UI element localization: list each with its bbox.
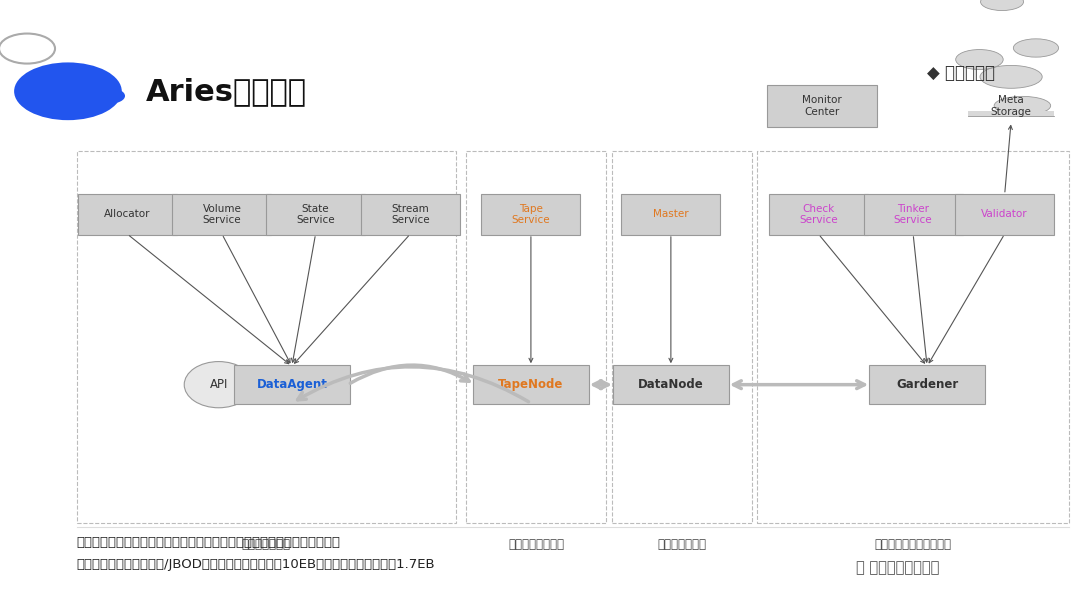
Text: 架构特点：微服务化、超大规模、多模型集成、多介质支持、面向故障设计: 架构特点：微服务化、超大规模、多模型集成、多介质支持、面向故障设计 — [77, 536, 340, 549]
FancyBboxPatch shape — [955, 194, 1054, 235]
Text: TapeNode: TapeNode — [498, 378, 564, 391]
FancyBboxPatch shape — [78, 194, 177, 235]
Text: Check
Service: Check Service — [799, 203, 838, 225]
Text: Monitor
Center: Monitor Center — [801, 95, 841, 117]
Text: 🐾 百度智能云技术站: 🐾 百度智能云技术站 — [856, 560, 940, 575]
FancyBboxPatch shape — [968, 111, 1054, 117]
Text: Gardener: Gardener — [896, 378, 958, 391]
FancyBboxPatch shape — [612, 365, 729, 404]
FancyBboxPatch shape — [769, 194, 868, 235]
Circle shape — [97, 89, 125, 103]
Text: DataNode: DataNode — [638, 378, 704, 391]
FancyBboxPatch shape — [173, 194, 271, 235]
FancyBboxPatch shape — [864, 194, 962, 235]
Text: Meta
Storage: Meta Storage — [990, 95, 1031, 117]
Ellipse shape — [185, 362, 253, 408]
Text: 修复、校验与清理子系统: 修复、校验与清理子系统 — [875, 538, 951, 551]
Circle shape — [14, 63, 122, 120]
Text: State
Service: State Service — [296, 203, 335, 225]
Text: 磁带库存储子系统: 磁带库存储子系统 — [509, 538, 564, 551]
FancyBboxPatch shape — [767, 85, 877, 126]
Ellipse shape — [1013, 39, 1058, 57]
Text: Tinker
Service: Tinker Service — [894, 203, 932, 225]
FancyBboxPatch shape — [482, 194, 580, 235]
Ellipse shape — [994, 97, 1051, 115]
FancyBboxPatch shape — [266, 194, 365, 235]
FancyBboxPatch shape — [869, 365, 985, 404]
FancyBboxPatch shape — [473, 365, 589, 404]
Text: Tape
Service: Tape Service — [512, 203, 550, 225]
Text: API: API — [210, 378, 228, 391]
Text: Volume
Service: Volume Service — [202, 203, 241, 225]
Text: Master: Master — [653, 209, 689, 219]
Text: DataAgent: DataAgent — [256, 378, 327, 391]
Text: Allocator: Allocator — [104, 209, 150, 219]
Text: 应用情况：数万台高密度/JBOD存储服务器，管理超过10EB数据，单集群最大容量1.7EB: 应用情况：数万台高密度/JBOD存储服务器，管理超过10EB数据，单集群最大容量… — [77, 558, 435, 571]
FancyBboxPatch shape — [361, 194, 460, 235]
FancyBboxPatch shape — [233, 365, 350, 404]
Text: Stream
Service: Stream Service — [391, 203, 430, 225]
Ellipse shape — [956, 50, 1003, 70]
Ellipse shape — [980, 66, 1042, 88]
Text: Aries架构简介: Aries架构简介 — [146, 77, 307, 106]
Text: Validator: Validator — [982, 209, 1028, 219]
FancyBboxPatch shape — [621, 194, 720, 235]
Text: ◆ 百度智能云: ◆ 百度智能云 — [927, 64, 995, 82]
Text: 资源管理子系统: 资源管理子系统 — [657, 538, 706, 551]
Text: 用户访问子系统: 用户访问子系统 — [242, 538, 291, 551]
Ellipse shape — [981, 0, 1024, 10]
